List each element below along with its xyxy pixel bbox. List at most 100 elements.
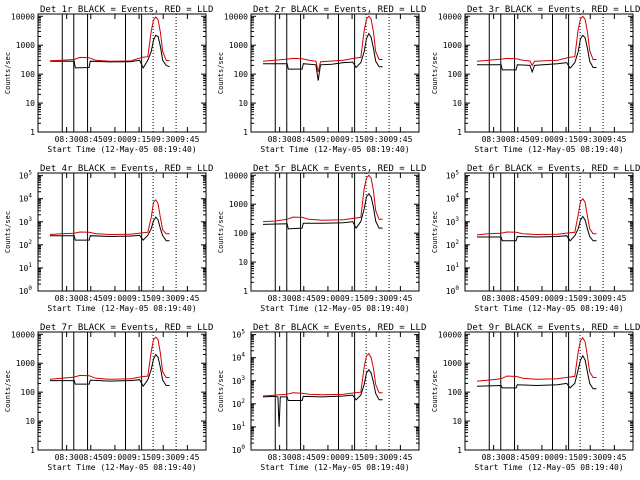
y-axis-label: Counts/sec [431,370,439,412]
x-tick-label: 09:15 [127,294,151,303]
y-tick-label: 101 [19,262,33,273]
events-series-line [50,216,170,242]
y-tick-label: 1 [457,128,462,137]
x-tick-label: 08:45 [506,135,530,144]
y-tick-label: 100 [446,285,460,296]
x-tick-label: 09:30 [578,294,602,303]
y-tick-label: 103 [446,216,460,227]
y-tick-exponent: 2 [455,239,459,246]
y-tick-label: 10000 [438,330,462,339]
chart-panel-4: Det 4r BLACK = Events, RED = LLD Counts/s… [4,164,213,313]
events-series-line [477,34,597,74]
x-tick-label: 09:00 [316,135,340,144]
x-tick-label: 09:30 [151,453,175,462]
y-axis-label: Counts/sec [4,370,12,412]
y-tick-label: 104 [19,193,33,204]
x-axis-label: Start Time (12-May-05 08:19:40) [47,304,196,313]
x-tick-label: 08:30 [268,294,292,303]
chart-panel-9: Det 9r BLACK = Events, RED = LLD Counts/s… [431,323,640,472]
y-tick-label: 100 [21,388,36,397]
x-tick-label: 09:15 [127,453,151,462]
y-tick-exponent: 1 [455,262,459,269]
y-tick-label: 105 [232,329,246,340]
y-tick-label: 10000 [224,12,248,21]
x-axis-label: Start Time (12-May-05 08:19:40) [474,145,623,154]
y-tick-label: 101 [232,421,246,432]
y-axis-label: Counts/sec [217,211,225,253]
y-tick-exponent: 4 [241,352,245,359]
x-tick-label: 08:30 [55,135,79,144]
x-tick-label: 09:30 [364,135,388,144]
events-series-line [263,32,383,81]
y-tick-exponent: 0 [28,285,32,292]
x-tick-label: 09:15 [127,135,151,144]
x-tick-label: 09:00 [530,135,554,144]
y-tick-label: 102 [446,239,460,250]
plot-frame [464,172,634,292]
y-tick-label: 10000 [438,12,462,21]
y-tick-label: 105 [446,170,460,181]
y-tick-label: 100 [234,70,249,79]
x-tick-label: 09:45 [175,294,199,303]
events-series-line [50,34,170,69]
chart-panel-1: Det 1r BLACK = Events, RED = LLD Counts/s… [4,5,213,154]
y-tick-label: 1000 [16,41,35,50]
plot-frame [37,172,207,292]
y-tick-exponent: 2 [28,239,32,246]
events-series-line [477,215,597,242]
x-tick-label: 08:45 [506,294,530,303]
y-tick-label: 100 [19,285,33,296]
x-axis-label: Start Time (12-May-05 08:19:40) [260,463,409,472]
y-axis-label: Counts/sec [217,370,225,412]
y-tick-label: 10 [25,99,35,108]
plot-frame [37,13,207,133]
x-tick-label: 09:45 [175,453,199,462]
y-tick-label: 10000 [11,330,35,339]
x-tick-label: 09:00 [103,294,127,303]
lld-series-line [49,336,170,380]
x-tick-label: 08:45 [292,135,316,144]
chart-title: Det 7r BLACK = Events, RED = LLD [40,323,213,333]
y-tick-label: 100 [448,388,463,397]
y-tick-exponent: 4 [28,193,32,200]
y-tick-label: 101 [446,262,460,273]
y-tick-exponent: 0 [455,285,459,292]
y-tick-label: 100 [21,70,36,79]
y-tick-exponent: 3 [241,375,245,382]
x-tick-label: 08:45 [79,294,103,303]
events-series-line [262,192,383,230]
plot-frame [250,331,420,451]
y-tick-label: 102 [19,239,33,250]
chart-title: Det 2r BLACK = Events, RED = LLD [253,5,426,15]
plot-frame [250,13,420,133]
chart-title: Det 4r BLACK = Events, RED = LLD [40,164,213,174]
y-tick-exponent: 3 [455,216,459,223]
y-tick-label: 105 [19,170,33,181]
x-tick-label: 09:30 [578,453,602,462]
y-axis-label: Counts/sec [431,211,439,253]
y-tick-label: 104 [446,193,460,204]
x-tick-label: 09:15 [340,453,364,462]
y-tick-exponent: 5 [455,170,459,177]
x-tick-label: 08:45 [506,453,530,462]
y-axis-label: Counts/sec [431,52,439,94]
x-tick-label: 08:45 [292,294,316,303]
y-axis-label: Counts/sec [217,52,225,94]
y-tick-exponent: 5 [241,329,245,336]
y-tick-label: 1 [243,287,248,296]
x-tick-label: 09:15 [340,135,364,144]
x-tick-label: 09:15 [554,453,578,462]
events-series-line [262,368,383,427]
events-series-line [50,353,170,388]
y-tick-label: 10 [452,417,462,426]
lld-series-line [476,337,597,382]
y-tick-exponent: 4 [455,193,459,200]
y-tick-label: 1000 [229,41,248,50]
y-tick-label: 10 [25,417,35,426]
y-tick-label: 104 [232,352,246,363]
x-tick-label: 08:45 [79,135,103,144]
plot-frame [37,331,207,451]
y-tick-label: 10 [452,99,462,108]
x-tick-label: 09:45 [388,453,412,462]
